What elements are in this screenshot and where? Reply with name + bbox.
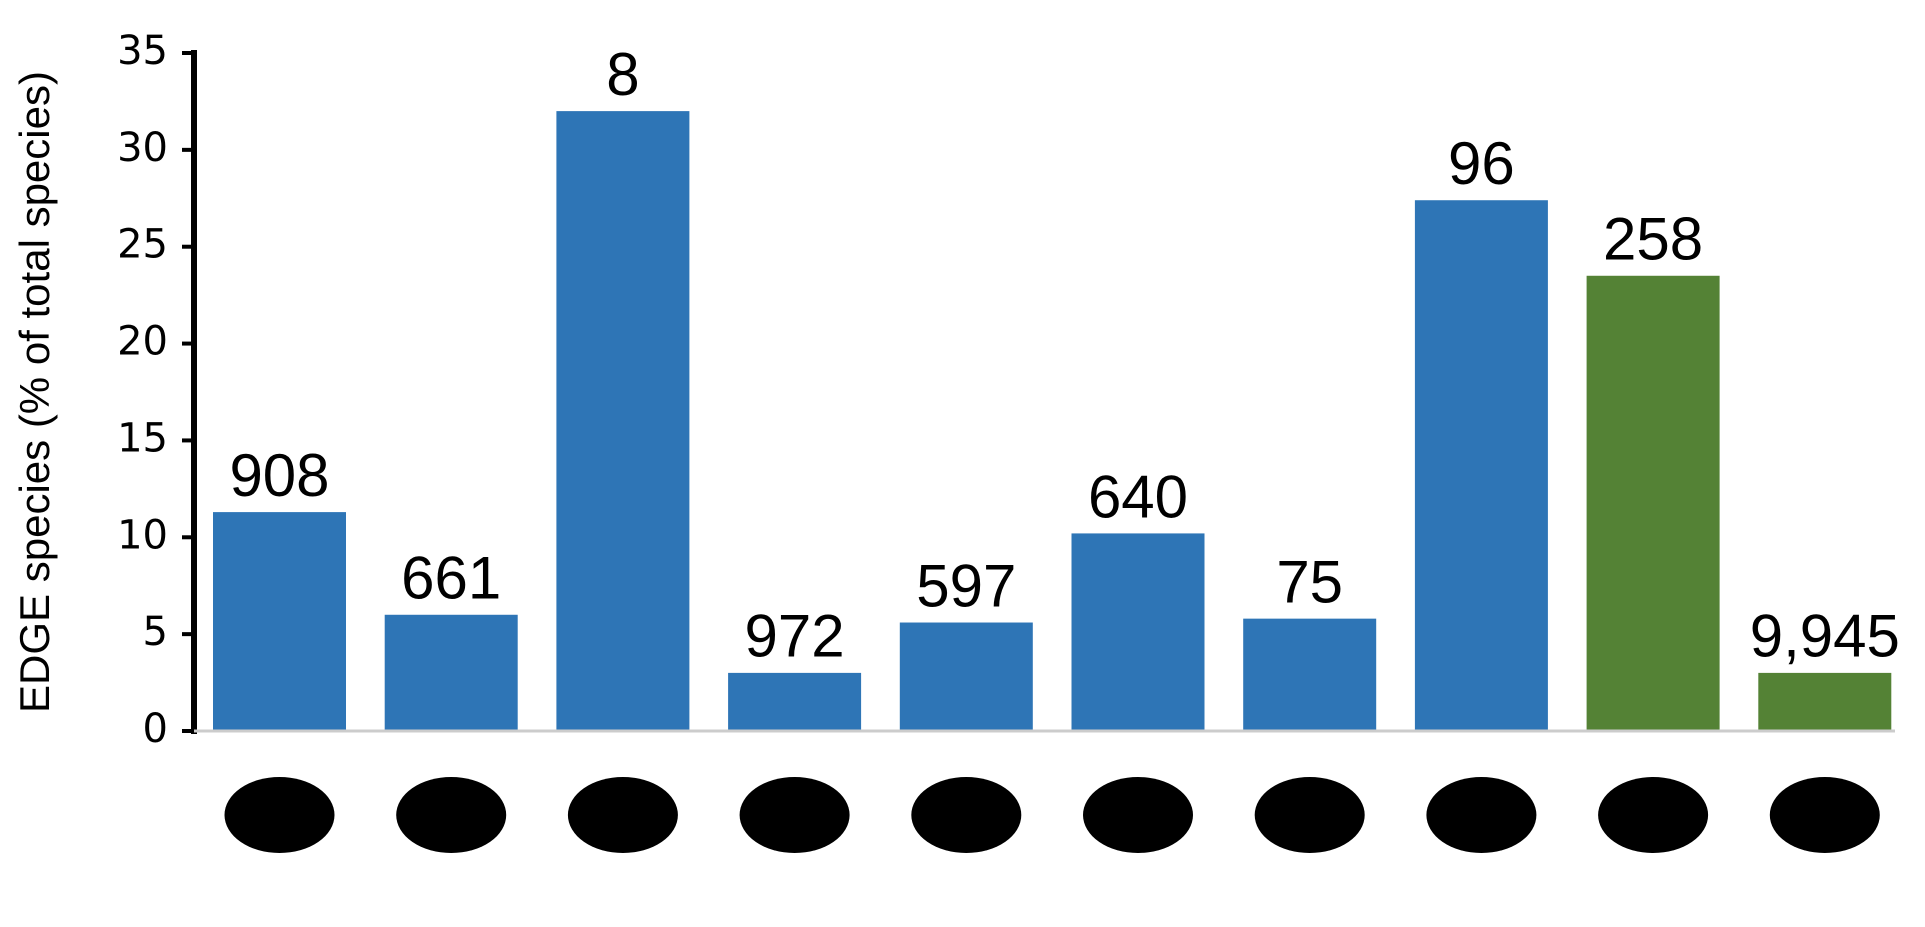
animal-silhouette — [1083, 777, 1193, 853]
value-annotation: 258 — [1603, 206, 1703, 273]
y-tick-label: 30 — [117, 125, 168, 171]
bar — [899, 622, 1033, 731]
bar — [1414, 200, 1548, 732]
bar — [728, 672, 862, 731]
animal-silhouette — [1254, 777, 1365, 853]
bar — [1586, 275, 1720, 731]
bar — [384, 614, 518, 731]
y-tick-label: 25 — [117, 222, 168, 268]
y-tick-label: 15 — [117, 415, 168, 461]
value-annotation: 908 — [229, 442, 329, 509]
animal-silhouette — [1769, 777, 1880, 853]
animal-silhouette — [739, 777, 850, 853]
y-tick-label: 35 — [117, 28, 168, 74]
value-annotation: 597 — [916, 552, 1016, 619]
bar — [1758, 672, 1892, 731]
bar — [1243, 618, 1377, 731]
value-annotation: 972 — [745, 603, 845, 670]
y-tick-label: 5 — [143, 609, 168, 655]
bar — [213, 512, 346, 731]
y-axis-label: EDGE species (% of total species) — [11, 71, 58, 713]
value-annotation: 661 — [401, 545, 501, 612]
animal-silhouette — [396, 777, 507, 853]
y-tick-label: 10 — [117, 512, 168, 558]
value-annotation: 8 — [606, 41, 639, 108]
animal-silhouette — [1598, 777, 1709, 853]
y-tick-label: 0 — [143, 706, 168, 752]
value-annotation: 9,945 — [1750, 603, 1900, 670]
bar — [556, 111, 690, 732]
value-annotation: 96 — [1448, 130, 1515, 197]
animal-silhouette — [224, 777, 335, 853]
animal-silhouette — [1426, 777, 1537, 853]
y-tick-label: 20 — [117, 319, 168, 365]
bar — [1071, 533, 1205, 731]
value-annotation: 75 — [1276, 548, 1343, 615]
value-annotation: 640 — [1088, 463, 1188, 530]
animal-silhouette — [567, 777, 678, 853]
animal-silhouette — [911, 777, 1022, 853]
